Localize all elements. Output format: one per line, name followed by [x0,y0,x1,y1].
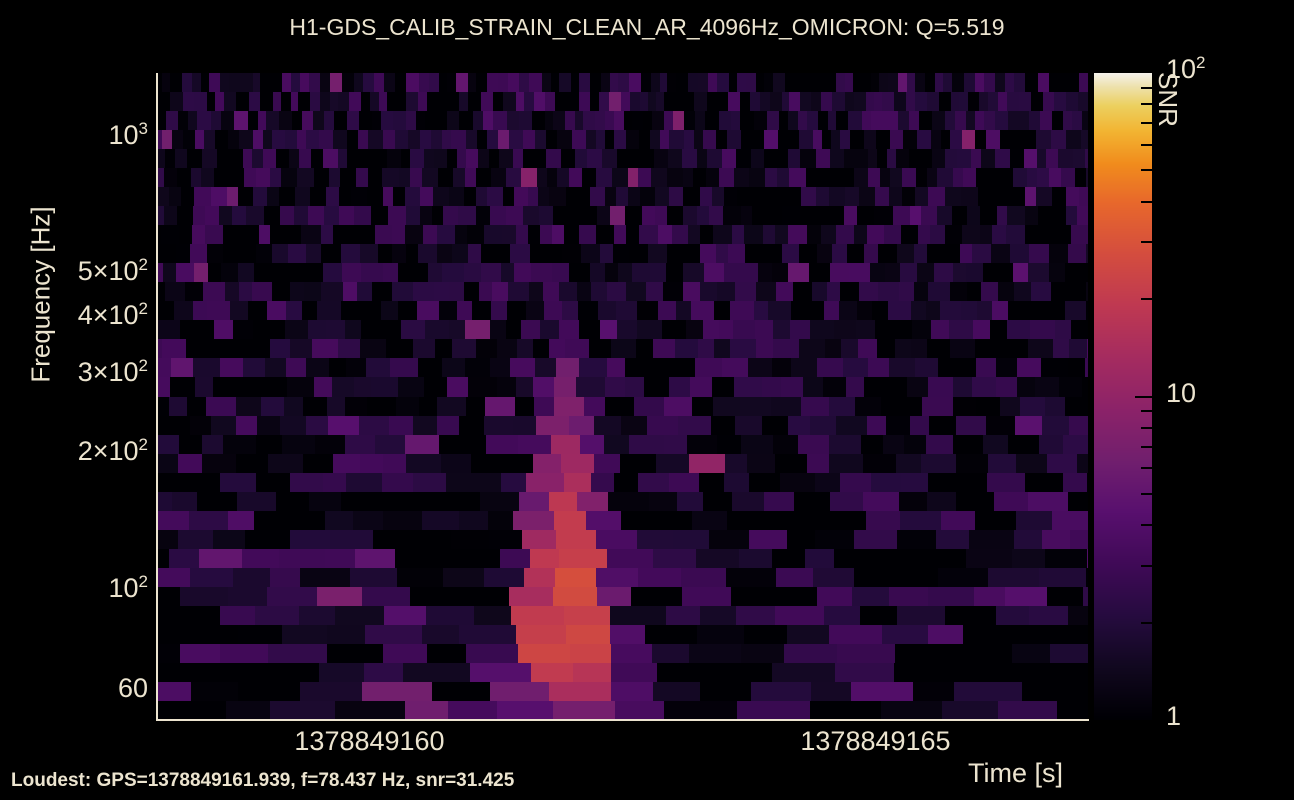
colorbar-tick-minor [1141,621,1152,624]
colorbar-tick-minor [1141,564,1152,567]
y-tick-label: 102 [108,571,148,603]
colorbar-tick-minor [1141,122,1152,125]
colorbar-tick-label: 102 [1166,53,1206,84]
colorbar-tick-minor [1141,410,1152,413]
x-tick-minor [0,118,2,126]
x-tick-minor [0,110,2,118]
y-tick-label: 60 [117,672,148,703]
colorbar-tick-minor [1141,200,1152,203]
x-axis-line [156,719,1089,721]
colorbar-tick-minor [1141,143,1152,146]
colorbar-tick-minor [1141,467,1152,470]
loudest-event-info: Loudest: GPS=1378849161.939, f=78.437 Hz… [11,770,515,791]
colorbar-tick-minor [1141,426,1152,429]
y-axis-title: Frequency [Hz] [25,206,56,383]
colorbar-tick-minor [1141,445,1152,448]
x-tick-minor [0,102,2,110]
colorbar-tick-major [1135,395,1152,398]
x-tick-major [0,72,2,86]
y-tick-label: 103 [108,119,148,151]
colorbar-tick-minor [1141,298,1152,301]
colorbar-title: SNR [1153,72,1183,127]
y-tick-label: 3×102 [77,355,148,387]
colorbar-tick-minor [1141,241,1152,244]
y-axis-line [156,73,158,721]
x-tick-label: 1378849160 [294,726,445,756]
spectrogram-heatmap[interactable] [157,73,1088,720]
colorbar-tick-minor [1141,524,1152,527]
x-tick-label: 1378849165 [800,726,951,756]
x-tick-minor [0,142,2,150]
y-tick-label: 4×102 [77,299,148,331]
x-tick-minor [0,94,2,102]
x-tick-minor [0,134,2,142]
colorbar-tick-minor [1141,492,1152,495]
x-tick-minor [0,126,2,134]
y-tick-label: 2×102 [77,435,148,467]
x-tick-major [0,58,2,72]
colorbar-tick-label: 1 [1166,701,1182,731]
colorbar-tick-minor [1141,86,1152,89]
colorbar[interactable] [1094,73,1152,720]
colorbar-tick-minor [1141,103,1152,106]
x-axis-title: Time [s] [968,758,1064,788]
y-tick-label: 5×102 [77,255,148,287]
colorbar-tick-minor [1141,169,1152,172]
colorbar-tick-label: 10 [1166,377,1197,408]
page-title: H1-GDS_CALIB_STRAIN_CLEAN_AR_4096Hz_OMIC… [289,14,1005,40]
x-tick-minor [0,86,2,94]
